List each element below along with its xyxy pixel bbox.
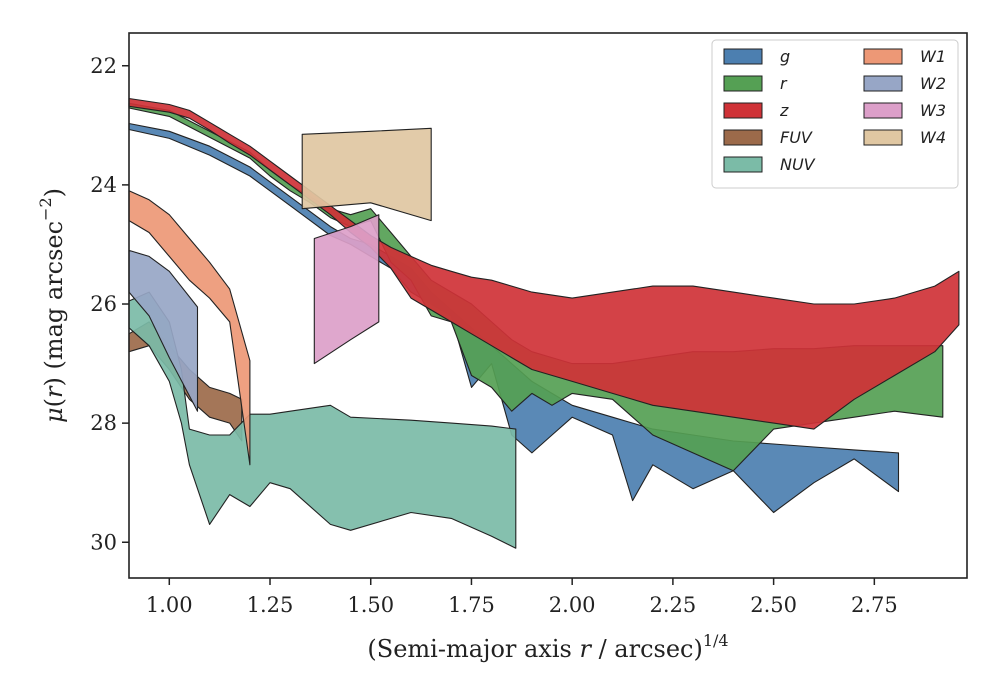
y-tick-label: 22: [90, 54, 117, 78]
legend-label-w1: W1: [920, 47, 946, 66]
x-tick-label: 2.25: [650, 593, 697, 617]
legend-swatch-z: [723, 102, 763, 119]
plot-frame: [128, 32, 968, 579]
x-tick-label: 1.75: [448, 593, 495, 617]
legend-swatch-fuv: [723, 129, 763, 146]
legend-label-z: z: [779, 101, 789, 120]
legend-label-w3: W3: [920, 101, 946, 120]
series-area-w2: [128, 249, 199, 412]
legend-swatch-nuv: [723, 156, 763, 173]
legend-label-w4: W4: [920, 128, 946, 147]
x-tick-label: 1.00: [146, 593, 193, 617]
series-area-w1: [128, 190, 251, 466]
legend-swatch-w1: [863, 48, 903, 65]
y-tick-label: 26: [90, 292, 117, 316]
legend-label-w2: W2: [920, 74, 946, 93]
legend-label-g: g: [780, 47, 790, 66]
x-tick-label: 1.50: [347, 593, 394, 617]
legend-swatch-w4: [863, 129, 903, 146]
x-axis: 1.00 1.25 1.50 1.75 2.00 2.25 2.50 2.75: [146, 578, 898, 617]
x-tick-label: 2.75: [851, 593, 898, 617]
legend-label-nuv: NUV: [780, 155, 816, 174]
legend-swatch-w2: [863, 75, 903, 92]
legend: grz FUV NUV W1 W2 W3 W4: [711, 39, 959, 189]
legend-label-r: r: [780, 74, 788, 93]
legend-swatch-w3: [863, 102, 903, 119]
y-tick-label: 24: [90, 173, 117, 197]
series-area-nuv: [128, 291, 517, 549]
x-axis-label: (Semi-major axis r / arcsec)1/4: [367, 631, 728, 663]
y-axis-label: μ(r) (mag arcsec−2): [36, 188, 68, 423]
x-tick-label: 2.50: [750, 593, 797, 617]
x-tick-label: 2.00: [549, 593, 596, 617]
series-areas: [128, 97, 960, 549]
legend-swatch-g: [723, 48, 763, 65]
legend-swatch-r: [723, 75, 763, 92]
y-axis: 22 24 26 28 30: [90, 54, 129, 554]
series-area-w4: [301, 127, 432, 222]
y-tick-label: 28: [90, 411, 117, 435]
legend-label-fuv: FUV: [780, 128, 813, 147]
series-area-w3: [313, 214, 380, 365]
y-tick-label: 30: [90, 530, 117, 554]
x-tick-label: 1.25: [247, 593, 294, 617]
